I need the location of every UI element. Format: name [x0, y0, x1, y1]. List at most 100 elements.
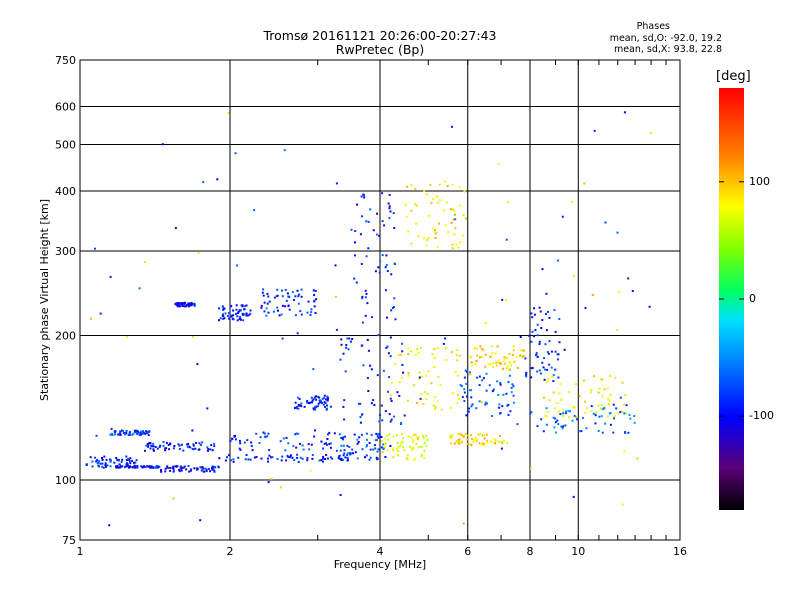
data-point [351, 338, 354, 340]
data-point [400, 376, 403, 379]
data-point [306, 311, 309, 314]
data-point [452, 392, 455, 395]
data-point [545, 407, 548, 410]
data-point [510, 364, 513, 367]
data-point [342, 454, 345, 457]
data-point [392, 449, 395, 452]
data-point [310, 396, 313, 399]
data-point [247, 458, 250, 461]
data-point [297, 302, 300, 305]
data-point [471, 403, 474, 406]
data-point [335, 182, 338, 185]
y-tick-label: 75 [62, 534, 76, 547]
data-point [382, 443, 385, 446]
data-point [476, 376, 479, 379]
data-point [508, 361, 511, 364]
data-point [544, 414, 547, 417]
data-point [255, 456, 258, 458]
data-point [286, 292, 289, 295]
data-point [547, 377, 550, 380]
data-point [407, 353, 410, 355]
data-point [498, 403, 501, 406]
data-point [169, 443, 172, 446]
data-point [468, 407, 470, 410]
data-point [623, 111, 626, 114]
data-point [492, 366, 495, 368]
data-point [179, 305, 182, 308]
data-point [327, 433, 329, 436]
data-point [407, 372, 410, 375]
data-point [486, 402, 488, 405]
data-point [89, 456, 92, 459]
data-point [308, 448, 311, 451]
data-point [354, 254, 356, 257]
data-point [538, 306, 541, 309]
data-point [451, 208, 454, 211]
data-point [116, 458, 119, 461]
data-point [185, 468, 188, 471]
data-point [260, 457, 263, 460]
data-point [381, 254, 384, 257]
data-point [315, 398, 318, 401]
data-point [600, 404, 603, 407]
y-tick-label: 100 [55, 474, 76, 487]
data-point [445, 358, 448, 361]
data-point [557, 353, 560, 356]
data-point [401, 342, 404, 345]
data-point [416, 438, 419, 441]
data-point [126, 336, 129, 338]
data-point [536, 334, 539, 337]
data-point [164, 470, 167, 473]
data-point [624, 431, 626, 434]
data-point [364, 289, 367, 292]
data-point [392, 456, 395, 459]
data-points [85, 111, 652, 527]
data-point [283, 149, 286, 152]
data-point [604, 221, 607, 224]
data-point [476, 347, 479, 350]
x-tick-label: 4 [377, 545, 384, 558]
data-point [372, 229, 375, 232]
data-point [388, 433, 391, 436]
data-point [378, 271, 381, 274]
data-point [510, 391, 513, 394]
data-point [249, 312, 252, 315]
data-point [175, 465, 178, 468]
data-point [519, 336, 522, 338]
data-point [538, 340, 541, 343]
data-point [422, 403, 425, 405]
data-point [328, 443, 331, 446]
y-tick-label: 600 [55, 101, 76, 114]
data-point [165, 447, 168, 450]
data-point [324, 398, 327, 401]
data-point [213, 469, 215, 472]
data-point [384, 442, 386, 445]
data-point [326, 399, 329, 402]
data-point [603, 406, 606, 409]
data-point [361, 321, 364, 324]
data-point [362, 194, 365, 197]
data-point [464, 433, 467, 436]
data-point [562, 409, 565, 412]
data-point [589, 391, 592, 394]
data-point [412, 447, 415, 450]
data-point [500, 447, 503, 450]
data-point [236, 315, 239, 318]
data-point [135, 459, 138, 462]
data-point [111, 434, 114, 437]
data-point [206, 407, 209, 410]
data-point [380, 440, 383, 443]
data-point [122, 432, 125, 434]
data-point [361, 448, 364, 451]
data-point [475, 359, 478, 362]
data-point [415, 222, 418, 225]
data-point [499, 382, 502, 384]
data-point [297, 432, 300, 435]
data-point [118, 459, 120, 461]
data-point [387, 438, 390, 441]
data-point [359, 416, 362, 419]
data-point [238, 309, 241, 312]
data-point [295, 432, 298, 435]
data-point [600, 378, 603, 381]
data-point [227, 112, 230, 115]
